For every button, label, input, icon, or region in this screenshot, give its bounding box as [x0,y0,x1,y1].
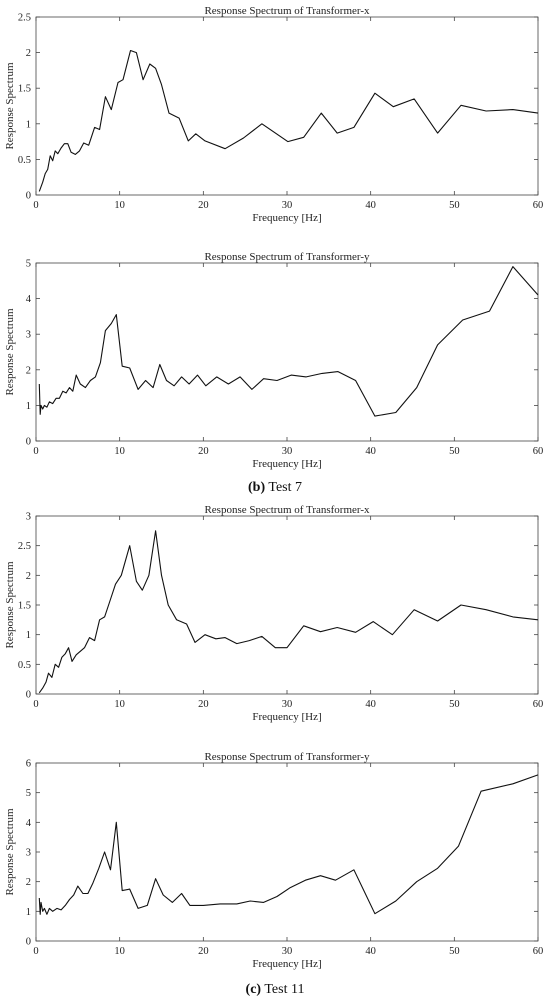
y-axis-label: Response Spectrum [4,808,16,896]
x-tick-label: 30 [282,699,293,710]
x-tick-label: 50 [449,200,460,211]
x-tick-label: 10 [114,200,125,211]
x-tick-label: 0 [33,699,38,710]
y-tick-label: 0 [26,690,31,701]
x-tick-label: 10 [114,946,125,957]
x-axis-label: Frequency [Hz] [252,458,321,470]
chart-panel-4: 0 10 20 30 40 50 60 0 1 2 3 4 5 6 Response Spectrum of… [4,751,543,970]
x-axis-label: Frequency [Hz] [252,212,321,224]
x-tick-label: 50 [449,446,460,457]
x-tick-label: 50 [449,946,460,957]
chart-panel-2: 0 10 20 30 40 50 60 0 1 2 3 4 5 Response Spectrum of … [4,251,543,470]
chart-title: Response Spectrum of Transformer-y [204,751,370,763]
x-tick-label: 40 [365,699,376,710]
y-tick-label: 3 [26,512,31,523]
y-tick-label: 2 [26,571,31,582]
y-tick-label: 1 [26,630,31,641]
y-tick-label: 3 [26,848,31,859]
y-tick-label: 2.5 [18,541,31,552]
y-tick-label: 0.5 [18,660,31,671]
x-tick-label: 60 [533,946,544,957]
x-tick-label: 30 [282,946,293,957]
x-tick-label: 60 [533,446,544,457]
y-tick-label: 3 [26,330,31,341]
x-tick-label: 40 [365,446,376,457]
x-tick-label: 10 [114,699,125,710]
caption-letter: (b) [248,480,266,495]
caption-test-7: (b) Test 7 [0,480,550,496]
x-tick-label: 60 [533,200,544,211]
chart-panel-1: 0 10 20 30 40 50 60 0 0.5 1 1.5 2 2.5 Response Spectr… [4,5,543,224]
y-tick-label: 2.5 [18,13,31,24]
series-line [38,774,539,915]
x-tick-label: 20 [198,699,209,710]
x-axis-label: Frequency [Hz] [252,711,321,723]
x-tick-label: 60 [533,699,544,710]
series-line [38,530,539,694]
plot-area-frame [35,262,539,442]
y-tick-label: 2 [26,365,31,376]
y-tick-label: 6 [26,759,31,770]
y-axis-label: Response Spectrum [4,561,16,649]
caption-letter: (c) [245,982,262,997]
x-tick-label: 40 [365,946,376,957]
y-tick-label: 1 [26,907,31,918]
caption-text: Test 11 [261,982,305,997]
series-line [38,49,539,192]
y-tick-label: 5 [26,788,31,799]
chart-title: Response Spectrum of Transformer-y [204,251,370,263]
x-axis-label: Frequency [Hz] [252,958,321,970]
y-tick-label: 0 [26,937,31,948]
y-tick-label: 4 [26,818,32,829]
plot-area-frame [35,762,539,942]
x-tick-label: 0 [33,446,38,457]
x-tick-label: 30 [282,200,293,211]
y-tick-label: 4 [26,294,32,305]
x-tick-label: 40 [365,200,376,211]
y-tick-label: 2 [26,48,31,59]
x-tick-label: 50 [449,699,460,710]
caption-text: Test 7 [265,480,302,495]
x-tick-label: 20 [198,446,209,457]
y-tick-label: 0 [26,437,31,448]
y-axis-label: Response Spectrum [4,62,16,150]
y-tick-label: 1.5 [18,601,31,612]
chart-panel-3: 0 10 20 30 40 50 60 0 0.5 1 1.5 2 2.5 3 Response Spect… [4,504,543,723]
chart-title: Response Spectrum of Transformer-x [204,504,370,516]
y-tick-label: 1.5 [18,84,31,95]
y-tick-label: 5 [26,259,31,270]
y-tick-label: 1 [26,119,31,130]
x-tick-label: 0 [33,200,38,211]
y-tick-label: 0.5 [18,155,31,166]
x-tick-label: 20 [198,946,209,957]
x-tick-label: 0 [33,946,38,957]
x-tick-label: 30 [282,446,293,457]
caption-test-11: (c) Test 11 [0,982,550,998]
x-tick-label: 20 [198,200,209,211]
x-tick-label: 10 [114,446,125,457]
y-tick-label: 1 [26,401,31,412]
chart-title: Response Spectrum of Transformer-x [204,5,370,17]
series-line [38,266,539,417]
y-tick-label: 0 [26,191,31,202]
y-tick-label: 2 [26,877,31,888]
y-axis-label: Response Spectrum [4,308,16,396]
